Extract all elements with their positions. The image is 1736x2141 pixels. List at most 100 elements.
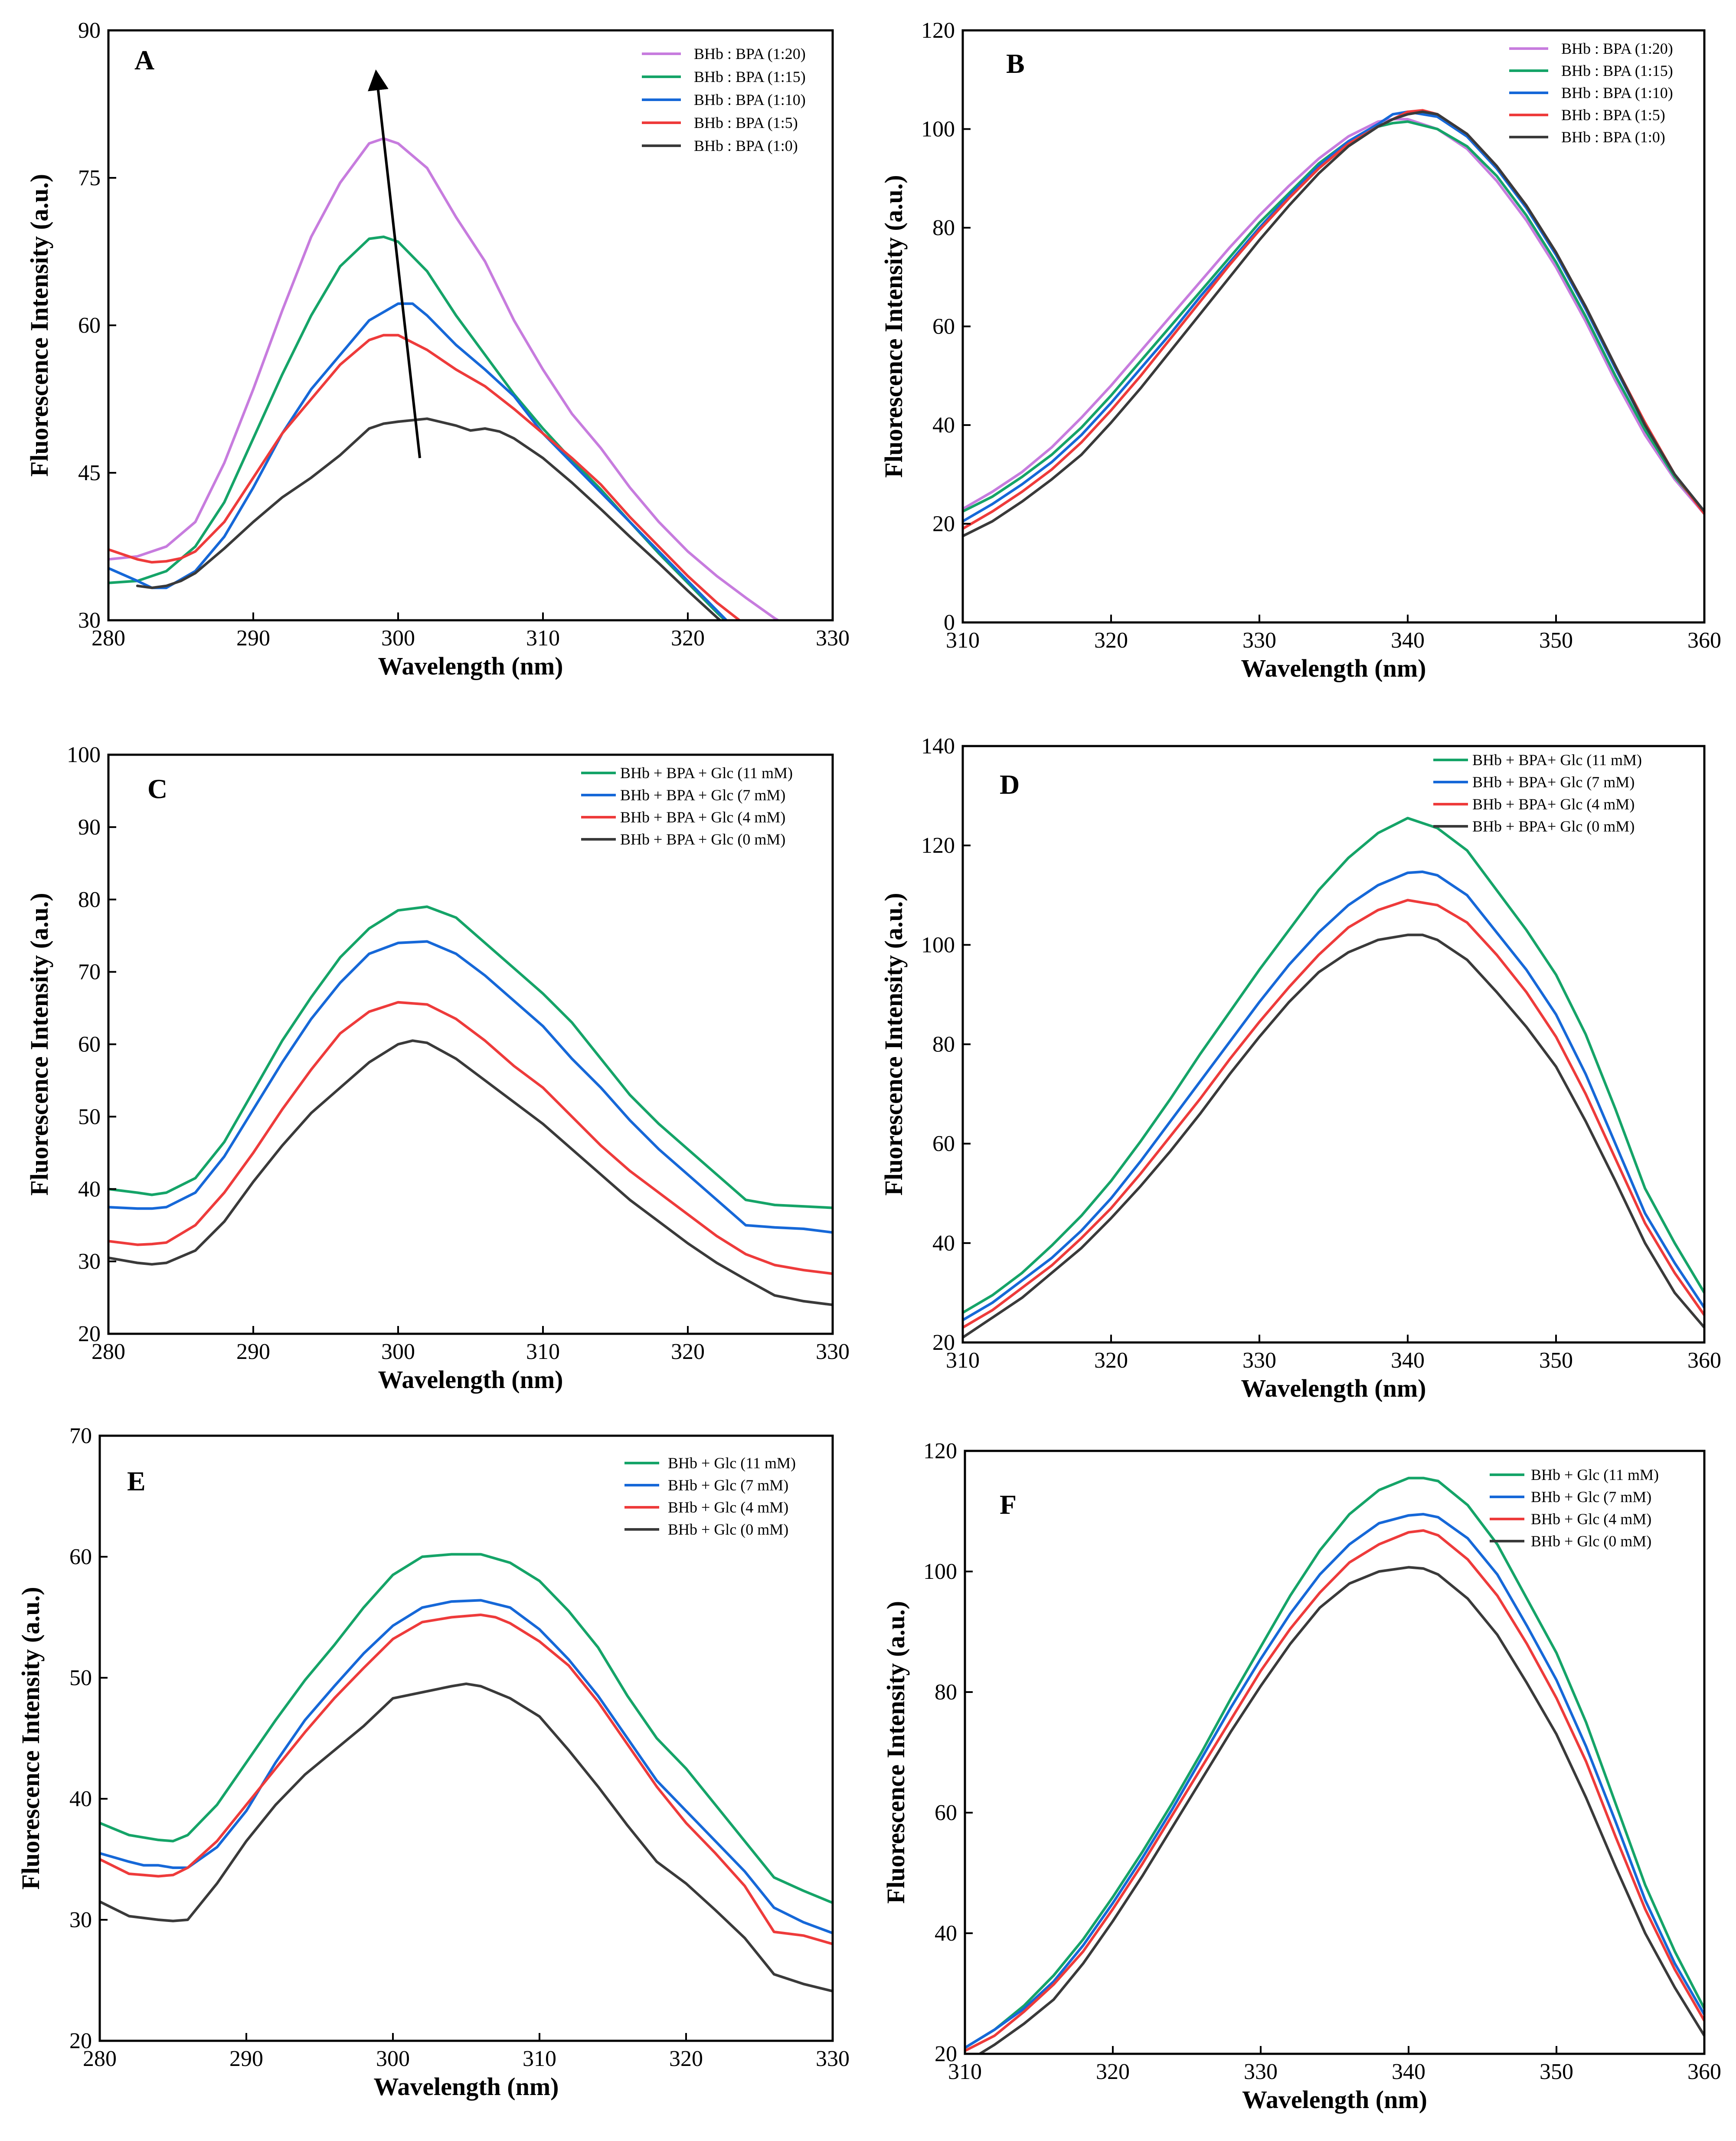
panel-letter: A [134, 45, 154, 75]
series-line-3 [965, 1529, 1704, 2053]
y-tick-label: 30 [78, 1249, 101, 1274]
x-tick-label: 280 [92, 1339, 125, 1364]
series-line-5 [963, 110, 1704, 537]
x-tick-label: 300 [381, 626, 415, 651]
trend-arrow [368, 69, 422, 458]
plot-frame [964, 1450, 1706, 2055]
legend: BHb : BPA (1:20) BHb : BPA (1:15) BHb : BP… [642, 45, 806, 154]
y-tick-label: 120 [921, 833, 955, 858]
y-tick-label: 100 [923, 1559, 957, 1584]
y-tick-label: 40 [932, 413, 955, 438]
y-tick-label: 80 [78, 887, 101, 912]
y-tick-label: 80 [932, 1032, 955, 1057]
y-tick-label: 80 [932, 216, 955, 240]
x-tick-label: 360 [1687, 1348, 1721, 1373]
panel-letter: E [127, 1466, 146, 1496]
chart-panel-f: 310 320 330 340 350 360 20 40 60 80 100 120 Waveleng… [882, 1439, 1721, 2114]
x-tick-label: 310 [526, 626, 560, 651]
y-axis-title: Fluorescence Intensity (a.u.) [879, 893, 908, 1195]
legend: BHb + BPA + Glc (11 mM) BHb + BPA + Glc (… [581, 764, 793, 848]
x-axis-title: Wavelength (nm) [378, 652, 563, 680]
y-tick-label: 70 [78, 960, 101, 985]
chart-panel-d: 310 320 330 340 350 360 20 40 60 80 100 120 140 Wavel… [879, 734, 1721, 1402]
x-axis-title: Wavelength (nm) [1241, 654, 1426, 682]
series-line-4 [963, 933, 1704, 1339]
y-tick-label: 40 [935, 1921, 957, 1946]
y-tick-label: 20 [78, 1322, 101, 1346]
legend-label: BHb + Glc (7 mM) [668, 1476, 788, 1494]
plot-frame [98, 1434, 834, 2042]
series-line-1 [100, 1553, 833, 1904]
x-tick-label: 330 [1242, 1348, 1276, 1373]
series-line-2 [963, 870, 1704, 1322]
y-tick-label: 20 [935, 2042, 957, 2066]
chart-panel-e: 280 290 300 310 320 330 20 30 40 50 60 70 Wavelength… [16, 1424, 850, 2101]
x-tick-label: 350 [1539, 1348, 1573, 1373]
y-tick-label: 60 [78, 1032, 101, 1057]
x-tick-label: 310 [526, 1339, 560, 1364]
x-tick-label: 320 [671, 626, 705, 651]
y-tick-label: 100 [67, 743, 101, 767]
legend-label: BHb : BPA (1:10) [1561, 84, 1673, 101]
y-axis-title: Fluorescence Intensity (a.u.) [16, 1587, 45, 1889]
y-axis-title: Fluorescence Intensity (a.u.) [25, 174, 53, 477]
y-tick-label: 40 [69, 1787, 92, 1811]
legend-label: BHb + BPA + Glc (0 mM) [620, 831, 785, 848]
legend-label: BHb + Glc (11 mM) [668, 1454, 796, 1472]
y-tick-label: 40 [78, 1177, 101, 1201]
x-tick-label: 320 [671, 1339, 705, 1364]
x-tick-label: 310 [523, 2046, 556, 2071]
legend-label: BHb : BPA (1:20) [694, 45, 806, 62]
series-line-3 [963, 899, 1704, 1329]
legend-label: BHb : BPA (1:10) [694, 91, 806, 108]
y-tick-label: 100 [921, 117, 955, 142]
y-tick-label: 20 [932, 512, 955, 537]
series-line-2 [963, 120, 1704, 513]
x-tick-label: 320 [669, 2046, 703, 2071]
x-tick-label: 300 [376, 2046, 410, 2071]
series-line-2 [100, 1599, 833, 1935]
legend-label: BHb + Glc (4 mM) [668, 1499, 788, 1516]
series-line-4 [100, 1682, 833, 1993]
x-tick-label: 330 [816, 2046, 850, 2071]
x-tick-label: 310 [946, 1348, 980, 1373]
legend-label: BHb + BPA + Glc (4 mM) [620, 809, 785, 826]
legend-label: BHb + Glc (7 mM) [1531, 1488, 1651, 1506]
legend-label: BHb + BPA + Glc (7 mM) [620, 786, 785, 804]
series-group [108, 905, 833, 1306]
x-tick-label: 320 [1094, 1348, 1128, 1373]
x-axis-title: Wavelength (nm) [374, 2072, 559, 2101]
y-tick-label: 70 [69, 1424, 92, 1448]
series-line-3 [108, 302, 729, 620]
legend: BHb : BPA (1:20) BHb : BPA (1:15) BHb : BP… [1509, 40, 1673, 146]
y-tick-label: 90 [78, 815, 101, 840]
series-group [963, 817, 1704, 1339]
y-tick-label: 100 [921, 933, 955, 957]
y-tick-label: 20 [69, 2029, 92, 2053]
series-line-4 [108, 334, 742, 620]
x-tick-label: 350 [1539, 628, 1573, 653]
y-tick-label: 0 [944, 610, 955, 635]
x-tick-label: 290 [236, 1339, 270, 1364]
legend-label: BHb : BPA (1:5) [694, 114, 798, 131]
x-tick-label: 360 [1687, 2059, 1721, 2084]
x-tick-label: 300 [381, 1339, 415, 1364]
series-line-2 [108, 236, 727, 620]
legend-label: BHb + BPA+ Glc (4 mM) [1472, 796, 1635, 813]
series-line-1 [963, 118, 1704, 515]
legend-label: BHb + Glc (0 mM) [668, 1521, 788, 1538]
legend-label: BHb : BPA (1:15) [694, 68, 806, 85]
series-group [108, 137, 781, 620]
y-tick-label: 60 [78, 313, 101, 338]
x-tick-label: 330 [816, 1339, 850, 1364]
y-tick-label: 50 [78, 1104, 101, 1129]
x-tick-label: 280 [92, 626, 125, 651]
series-line-1 [108, 905, 833, 1209]
legend-label: BHb : BPA (1:0) [694, 137, 798, 154]
legend: BHb + Glc (11 mM) BHb + Glc (7 mM) BHb + G… [624, 1454, 796, 1538]
x-axis-title: Wavelength (nm) [378, 1365, 563, 1394]
series-line-1 [963, 817, 1704, 1314]
x-tick-label: 320 [1096, 2059, 1130, 2084]
series-group [963, 109, 1704, 537]
chart-panel-b: 310 320 330 340 350 360 0 20 40 60 80 100 120 Wavelen… [879, 18, 1721, 682]
